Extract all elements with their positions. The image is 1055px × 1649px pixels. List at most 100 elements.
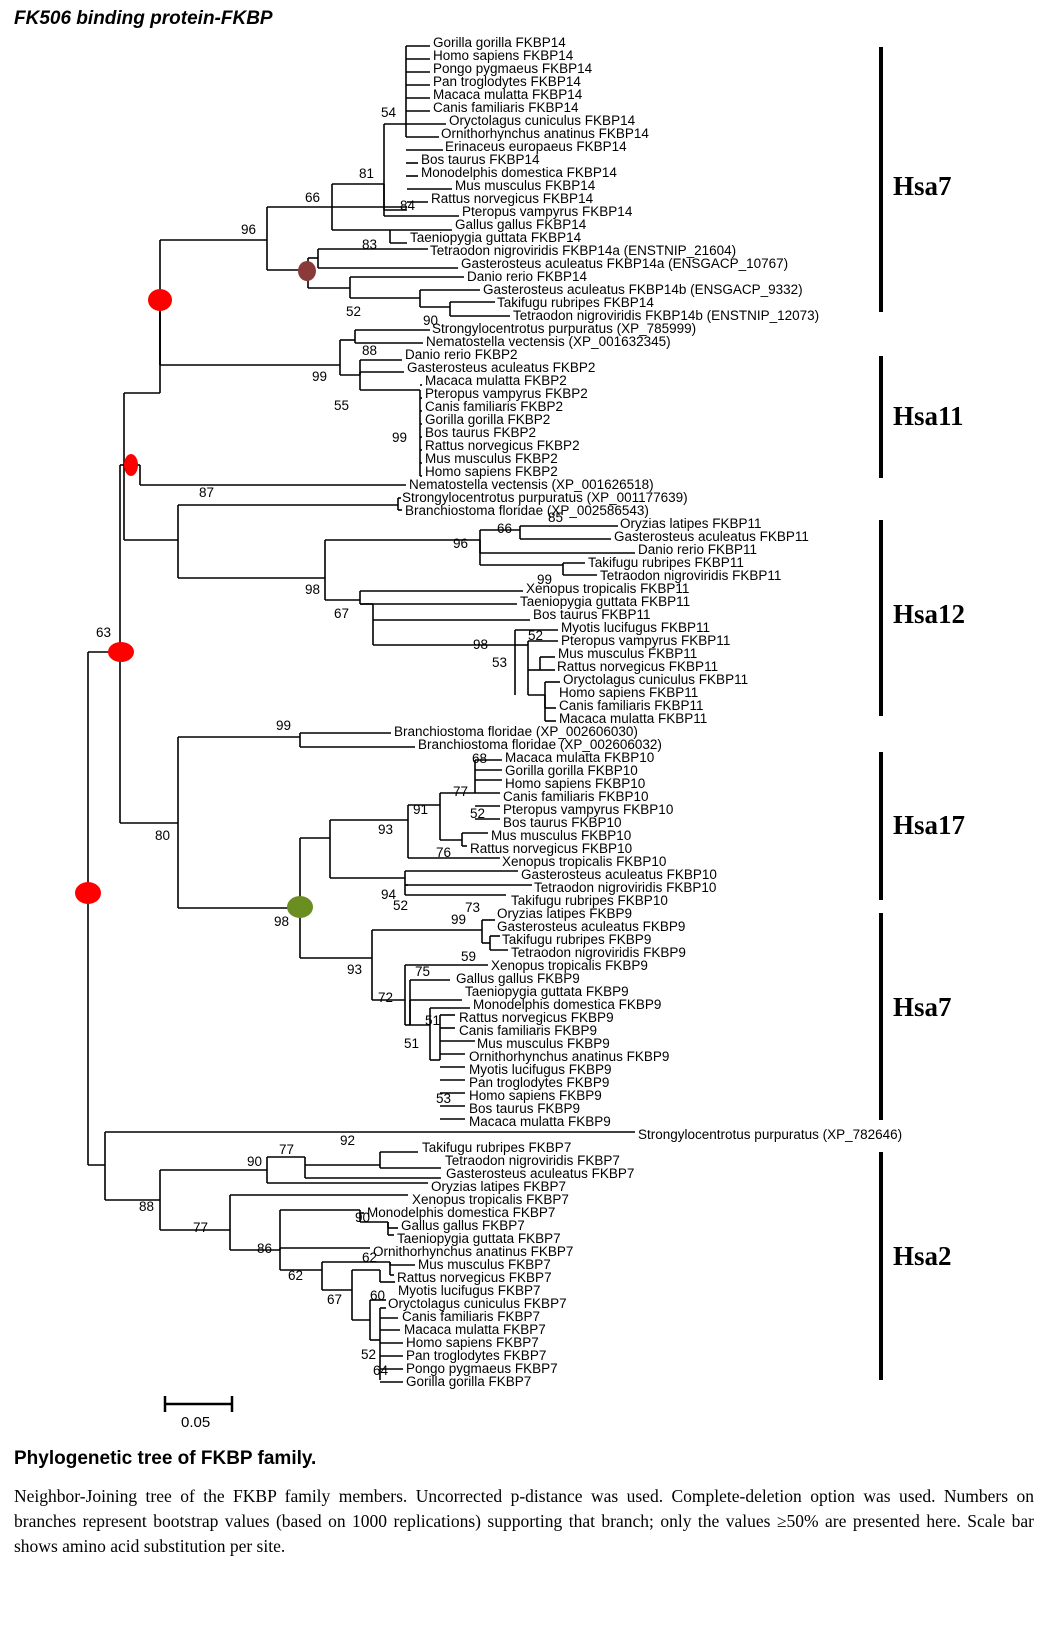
bootstrap-value: 88 xyxy=(362,343,377,358)
bootstrap-value: 91 xyxy=(413,802,428,817)
leaf-label: Gasterosteus aculeatus FKBP2 xyxy=(407,360,595,375)
leaf-label: Oryzias latipes FKBP9 xyxy=(497,906,632,921)
leaf-label: Xenopus tropicalis FKBP7 xyxy=(412,1192,569,1207)
bootstrap-value: 66 xyxy=(305,190,320,205)
node-markers xyxy=(75,261,316,918)
leaf-label: Macaca mulatta FKBP11 xyxy=(559,711,707,726)
leaf-label: Pteropus vampyrus FKBP14 xyxy=(462,204,633,219)
leaf-label: Takifugu rubripes FKBP14 xyxy=(497,295,654,310)
leaf-label: Homo sapiens FKBP10 xyxy=(505,776,645,791)
bootstrap-value: 99 xyxy=(451,912,466,927)
leaf-label: Macaca mulatta FKBP2 xyxy=(425,373,567,388)
leaf-label: Nematostella vectensis (XP_001632345) xyxy=(426,334,671,349)
leaf-label: Taeniopygia guttata FKBP14 xyxy=(410,230,582,245)
bootstrap-value: 52 xyxy=(470,806,485,821)
leaf-label: Oryctolagus cuniculus FKBP7 xyxy=(388,1296,567,1311)
node-marker-red xyxy=(124,454,138,476)
bootstrap-value: 67 xyxy=(334,606,349,621)
bootstrap-value: 96 xyxy=(241,222,256,237)
leaf-label: Danio rerio FKBP14 xyxy=(467,269,588,284)
bootstrap-value: 64 xyxy=(373,1363,389,1378)
leaf-label: Gasterosteus aculeatus FKBP11 xyxy=(614,529,809,544)
bootstrap-value: 81 xyxy=(359,166,374,181)
bootstrap-value: 93 xyxy=(347,962,362,977)
leaf-label: Pan troglodytes FKBP9 xyxy=(469,1075,609,1090)
leaf-label: Canis familiaris FKBP11 xyxy=(559,698,704,713)
leaf-label: Myotis lucifugus FKBP7 xyxy=(398,1283,541,1298)
leaf-label: Taeniopygia guttata FKBP9 xyxy=(465,984,629,999)
bootstrap-value: 73 xyxy=(465,900,480,915)
leaf-label: Mus musculus FKBP9 xyxy=(477,1036,610,1051)
bootstrap-value: 99 xyxy=(276,718,291,733)
bootstrap-value: 66 xyxy=(497,521,512,536)
leaf-label: Mus musculus FKBP7 xyxy=(418,1257,551,1272)
leaf-label: Xenopus tropicalis FKBP11 xyxy=(526,581,689,596)
leaf-label: Gorilla gorilla FKBP7 xyxy=(406,1374,531,1389)
leaf-label: Myotis lucifugus FKBP9 xyxy=(469,1062,612,1077)
leaf-label: Danio rerio FKBP11 xyxy=(638,542,757,557)
leaf-label: Mus musculus FKBP11 xyxy=(558,646,697,661)
bootstrap-values: 54 81 66 84 96 83 52 90 88 99 55 99 87 85 66 96 99 98 67 52… xyxy=(96,105,563,1378)
clade-label: Hsa11 xyxy=(893,401,964,431)
leaf-label: Canis familiaris FKBP7 xyxy=(402,1309,540,1324)
bootstrap-value: 96 xyxy=(453,536,468,551)
bootstrap-value: 75 xyxy=(415,964,430,979)
leaf-label: Canis familiaris FKBP9 xyxy=(459,1023,597,1038)
leaf-label: Branchiostoma floridae (XP_002606032) xyxy=(418,737,662,752)
bootstrap-value: 90 xyxy=(355,1210,370,1225)
bootstrap-value: 90 xyxy=(247,1154,262,1169)
leaf-labels: Gorilla gorilla FKBP14 Homo sapiens FKBP1… xyxy=(367,35,902,1389)
leaf-label: Rattus norvegicus FKBP10 xyxy=(470,841,632,856)
clade-label: Hsa2 xyxy=(893,1241,952,1271)
leaf-label: Gasterosteus aculeatus FKBP7 xyxy=(446,1166,634,1181)
leaf-label: Branchiostoma floridae (XP_002606030) xyxy=(394,724,638,739)
leaf-label: Canis familiaris FKBP14 xyxy=(433,100,579,115)
leaf-label: Homo sapiens FKBP9 xyxy=(469,1088,602,1103)
leaf-label: Rattus norvegicus FKBP9 xyxy=(459,1010,614,1025)
leaf-label: Tetraodon nigroviridis FKBP10 xyxy=(534,880,716,895)
bootstrap-value: 98 xyxy=(473,637,488,652)
leaf-label: Gasterosteus aculeatus FKBP14a (ENSGACP_… xyxy=(461,256,788,271)
bootstrap-value: 98 xyxy=(274,914,289,929)
leaf-label: Takifugu rubripes FKBP7 xyxy=(422,1140,571,1155)
bootstrap-value: 84 xyxy=(400,198,416,213)
leaf-label: Tetraodon nigroviridis FKBP14b (ENSTNIP_… xyxy=(513,308,819,323)
bootstrap-value: 86 xyxy=(257,1241,272,1256)
bootstrap-value: 51 xyxy=(425,1013,440,1028)
bootstrap-value: 99 xyxy=(537,572,552,587)
leaf-label: Pteropus vampyrus FKBP10 xyxy=(503,802,673,817)
leaf-label: Pongo pygmaeus FKBP14 xyxy=(433,61,593,76)
bootstrap-value: 88 xyxy=(139,1199,154,1214)
clade-bars: Hsa7 Hsa11 Hsa12 Hsa17 Hsa7 Hsa2 xyxy=(879,47,965,1380)
leaf-label: Tetraodon nigroviridis FKBP14a (ENSTNIP_… xyxy=(430,243,736,258)
scale-bar: 0.05 xyxy=(163,1396,234,1431)
bootstrap-value: 51 xyxy=(404,1036,419,1051)
bootstrap-value: 53 xyxy=(436,1091,451,1106)
leaf-label: Rattus norvegicus FKBP14 xyxy=(431,191,594,206)
leaf-label: Monodelphis domestica FKBP9 xyxy=(473,997,661,1012)
bootstrap-value: 93 xyxy=(378,822,393,837)
leaf-label: Oryctolagus cuniculus FKBP11 xyxy=(563,672,748,687)
leaf-label: Oryctolagus cuniculus FKBP14 xyxy=(449,113,636,128)
leaf-label: Homo sapiens FKBP7 xyxy=(406,1335,539,1350)
leaf-label: Ornithorhynchus anatinus FKBP7 xyxy=(373,1244,573,1259)
caption-title: Phylogenetic tree of FKBP family. xyxy=(14,1448,317,1469)
bootstrap-value: 77 xyxy=(193,1220,208,1235)
leaf-label: Canis familiaris FKBP2 xyxy=(425,399,563,414)
leaf-label: Takifugu rubripes FKBP11 xyxy=(588,555,744,570)
leaf-label: Gorilla gorilla FKBP14 xyxy=(433,35,566,50)
caption-text: Neighbor-Joining tree of the FKBP family… xyxy=(14,1486,1034,1556)
leaf-label: Takifugu rubripes FKBP9 xyxy=(502,932,651,947)
leaf-label: Ornithorhynchus anatinus FKBP9 xyxy=(469,1049,669,1064)
bootstrap-value: 72 xyxy=(378,990,393,1005)
leaf-label: Bos taurus FKBP2 xyxy=(425,425,536,440)
bootstrap-value: 55 xyxy=(334,398,349,413)
bootstrap-value: 92 xyxy=(340,1133,355,1148)
leaf-label: Danio rerio FKBP2 xyxy=(405,347,518,362)
node-marker-green xyxy=(287,896,313,918)
bootstrap-value: 54 xyxy=(381,105,397,120)
leaf-label: Taeniopygia guttata FKBP7 xyxy=(397,1231,561,1246)
bootstrap-value: 67 xyxy=(327,1292,342,1307)
bootstrap-value: 83 xyxy=(362,237,377,252)
leaf-label: Pteropus vampyrus FKBP11 xyxy=(561,633,730,648)
